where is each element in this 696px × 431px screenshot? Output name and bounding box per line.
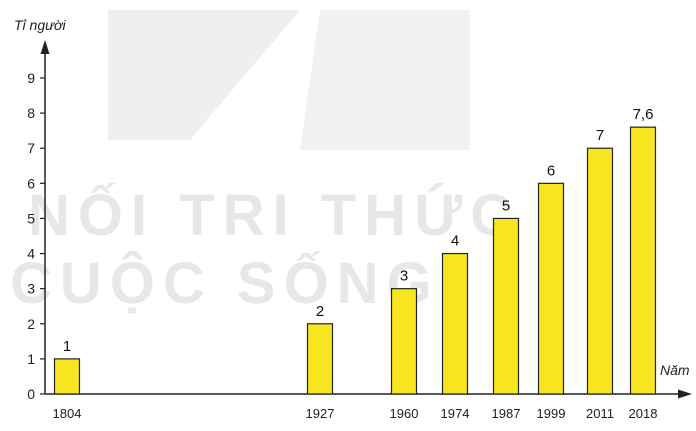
data-label: 6 xyxy=(547,162,555,179)
y-tick-label: 4 xyxy=(27,246,35,262)
data-label: 7 xyxy=(596,127,604,144)
y-tick-label: 7 xyxy=(27,140,35,156)
data-label: 3 xyxy=(400,268,408,285)
x-tick-label: 2018 xyxy=(629,406,658,421)
x-tick-label: 2011 xyxy=(586,406,614,421)
y-axis-arrow xyxy=(40,40,50,54)
x-tick-label: 1987 xyxy=(492,406,521,421)
x-tick-label: 1960 xyxy=(390,406,419,421)
bar xyxy=(441,252,469,395)
y-tick-label: 2 xyxy=(27,316,35,332)
bars xyxy=(53,126,657,395)
y-tick-label: 0 xyxy=(27,386,35,402)
watermark: NỐI TRI THỨC CUỘC SỐNG xyxy=(10,10,520,316)
data-label: 4 xyxy=(451,233,459,250)
watermark-line-2: CUỘC SỐNG xyxy=(10,251,440,316)
x-tick-label: 1804 xyxy=(53,406,82,421)
x-axis-title: Năm xyxy=(660,362,690,378)
watermark-line-1: NỐI TRI THỨC xyxy=(28,183,520,248)
y-tick-label: 1 xyxy=(27,351,35,367)
y-tick-label: 5 xyxy=(27,210,35,226)
x-tick-label: 1927 xyxy=(306,406,335,421)
bar xyxy=(537,182,565,395)
data-label: 5 xyxy=(502,197,510,214)
data-label: 1 xyxy=(63,338,71,355)
bar xyxy=(390,288,418,395)
y-ticks: 0 1 2 3 4 5 6 7 8 9 xyxy=(27,70,45,402)
x-ticks: 1804 1927 1960 1974 1987 1999 2011 2018 xyxy=(53,406,658,421)
x-tick-label: 1974 xyxy=(441,406,470,421)
bar xyxy=(53,358,81,395)
data-labels: 1 2 3 4 5 6 7 7,6 xyxy=(63,106,654,355)
y-tick-label: 6 xyxy=(27,175,35,191)
x-axis-arrow xyxy=(678,389,692,399)
y-tick-label: 9 xyxy=(27,70,35,86)
watermark-shape-left xyxy=(108,10,300,140)
bar xyxy=(629,126,657,395)
y-tick-label: 3 xyxy=(27,281,35,297)
bar xyxy=(306,323,334,395)
x-tick-label: 1999 xyxy=(537,406,566,421)
bar xyxy=(492,217,520,395)
watermark-shape-right xyxy=(300,10,470,150)
y-tick-label: 8 xyxy=(27,105,35,121)
data-label: 7,6 xyxy=(633,106,654,123)
data-label: 2 xyxy=(316,303,324,320)
y-axis-title: Tỉ người xyxy=(14,17,66,33)
bar xyxy=(586,147,614,395)
